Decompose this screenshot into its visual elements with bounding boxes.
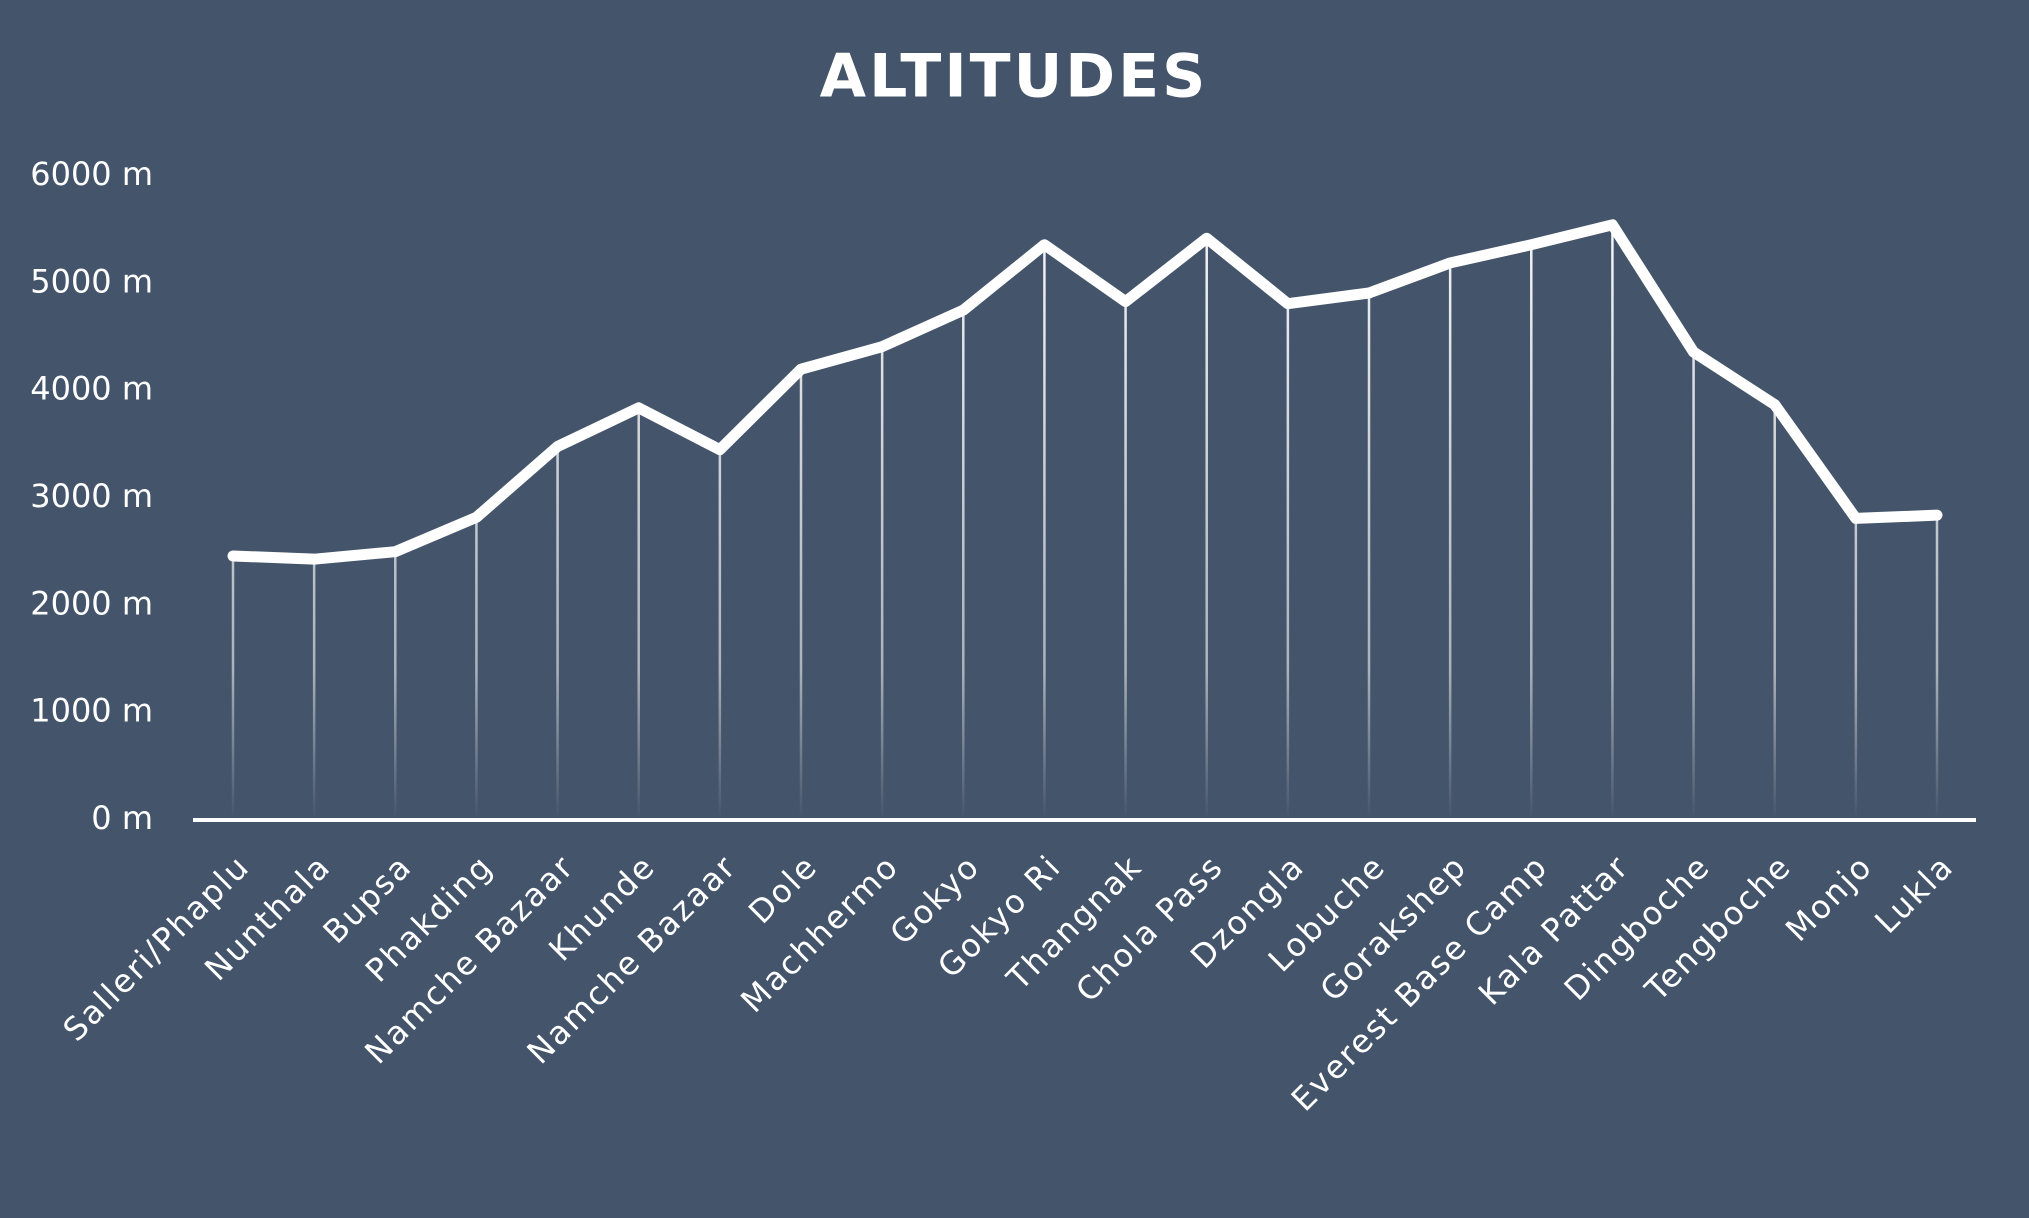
y-tick-label: 3000 m: [30, 477, 153, 515]
y-tick-label: 0 m: [91, 799, 153, 837]
y-tick-label: 5000 m: [30, 262, 153, 300]
altitude-line: [227, 219, 1943, 565]
y-tick-label: 2000 m: [30, 584, 153, 622]
y-tick-label: 6000 m: [30, 155, 153, 193]
chart-title: ALTITUDES: [820, 42, 1209, 112]
y-tick-label: 1000 m: [30, 692, 153, 730]
y-tick-label: 4000 m: [30, 370, 153, 408]
